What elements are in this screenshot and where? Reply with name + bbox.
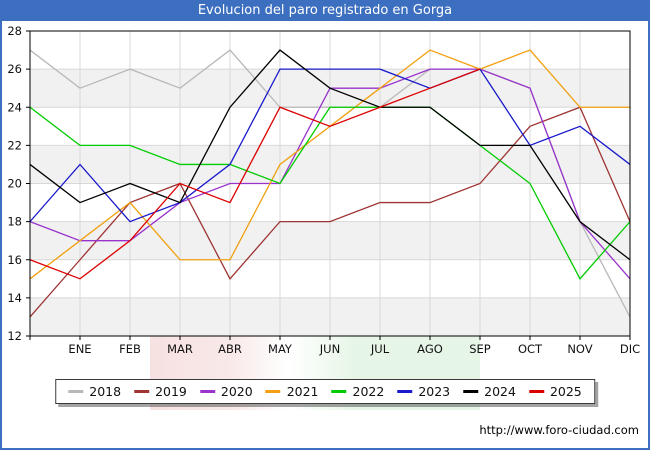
legend-item-2019: 2019	[134, 384, 187, 399]
legend-label-2022: 2022	[352, 384, 385, 399]
x-axis-label: SEP	[469, 342, 491, 356]
legend-color-swatch-2020	[199, 390, 215, 393]
legend: 2018 2019 2020 2021 2022 2023 2024 2025	[55, 379, 595, 404]
y-axis-labels: 12 14 16 18 20 22 24 26 28	[7, 24, 22, 343]
legend-label-2021: 2021	[286, 384, 319, 399]
legend-label-2024: 2024	[484, 384, 516, 399]
foro-ciudad-link[interactable]: http://www.foro-ciudad.com	[479, 423, 639, 437]
x-axis-label: DIC	[620, 342, 640, 356]
y-axis-label: 24	[7, 100, 22, 114]
legend-item-2024: 2024	[463, 384, 516, 399]
axis-ticks	[26, 30, 631, 340]
x-axis-label: JUL	[370, 342, 390, 356]
x-axis-label: JUN	[319, 342, 340, 356]
legend-color-swatch-2022	[331, 390, 347, 393]
x-axis-labels: ENE FEB MAR ABR MAY JUN JUL AGO SEP OCT NOV DIC	[68, 342, 640, 356]
legend-label-2018: 2018	[89, 384, 122, 399]
y-axis-label: 20	[7, 177, 22, 191]
series-2024-line	[29, 49, 631, 261]
legend-color-swatch-2021	[265, 390, 281, 393]
legend-label-2020: 2020	[220, 384, 253, 399]
y-axis-label: 22	[7, 138, 22, 152]
x-axis-label: MAR	[167, 342, 193, 356]
x-axis-label: FEB	[119, 342, 141, 356]
legend-item-2023: 2023	[397, 384, 450, 399]
x-axis-label: NOV	[567, 342, 592, 356]
y-axis-label: 18	[7, 215, 22, 229]
x-axis-label: ABR	[218, 342, 242, 356]
legend-item-2018: 2018	[68, 384, 121, 399]
legend-item-2021: 2021	[265, 384, 319, 399]
legend-color-swatch-2023	[397, 390, 413, 393]
y-axis-label: 28	[7, 24, 22, 38]
y-axis-label: 12	[7, 329, 22, 343]
legend-label-2019: 2019	[155, 384, 187, 399]
chart-title: Evolucion del paro registrado en Gorga	[0, 0, 650, 21]
series-2022-line	[29, 106, 631, 280]
x-axis-label: OCT	[518, 342, 543, 356]
series-2025-line	[29, 68, 481, 280]
legend-color-swatch-2019	[134, 390, 150, 393]
legend-item-2025: 2025	[528, 384, 582, 399]
legend-color-swatch-2018	[68, 390, 84, 393]
legend-color-swatch-2025	[528, 390, 544, 393]
x-axis-label: ENE	[68, 342, 91, 356]
x-axis-label: MAY	[268, 342, 293, 356]
legend-color-swatch-2024	[463, 390, 479, 393]
legend-item-2022: 2022	[331, 384, 385, 399]
legend-item-2020: 2020	[199, 384, 253, 399]
x-axis-label: AGO	[417, 342, 443, 356]
y-axis-label: 26	[7, 62, 22, 76]
legend-label-2025: 2025	[549, 384, 582, 399]
legend-label-2023: 2023	[418, 384, 451, 399]
y-axis-label: 16	[7, 253, 22, 267]
y-axis-label: 14	[7, 291, 22, 305]
